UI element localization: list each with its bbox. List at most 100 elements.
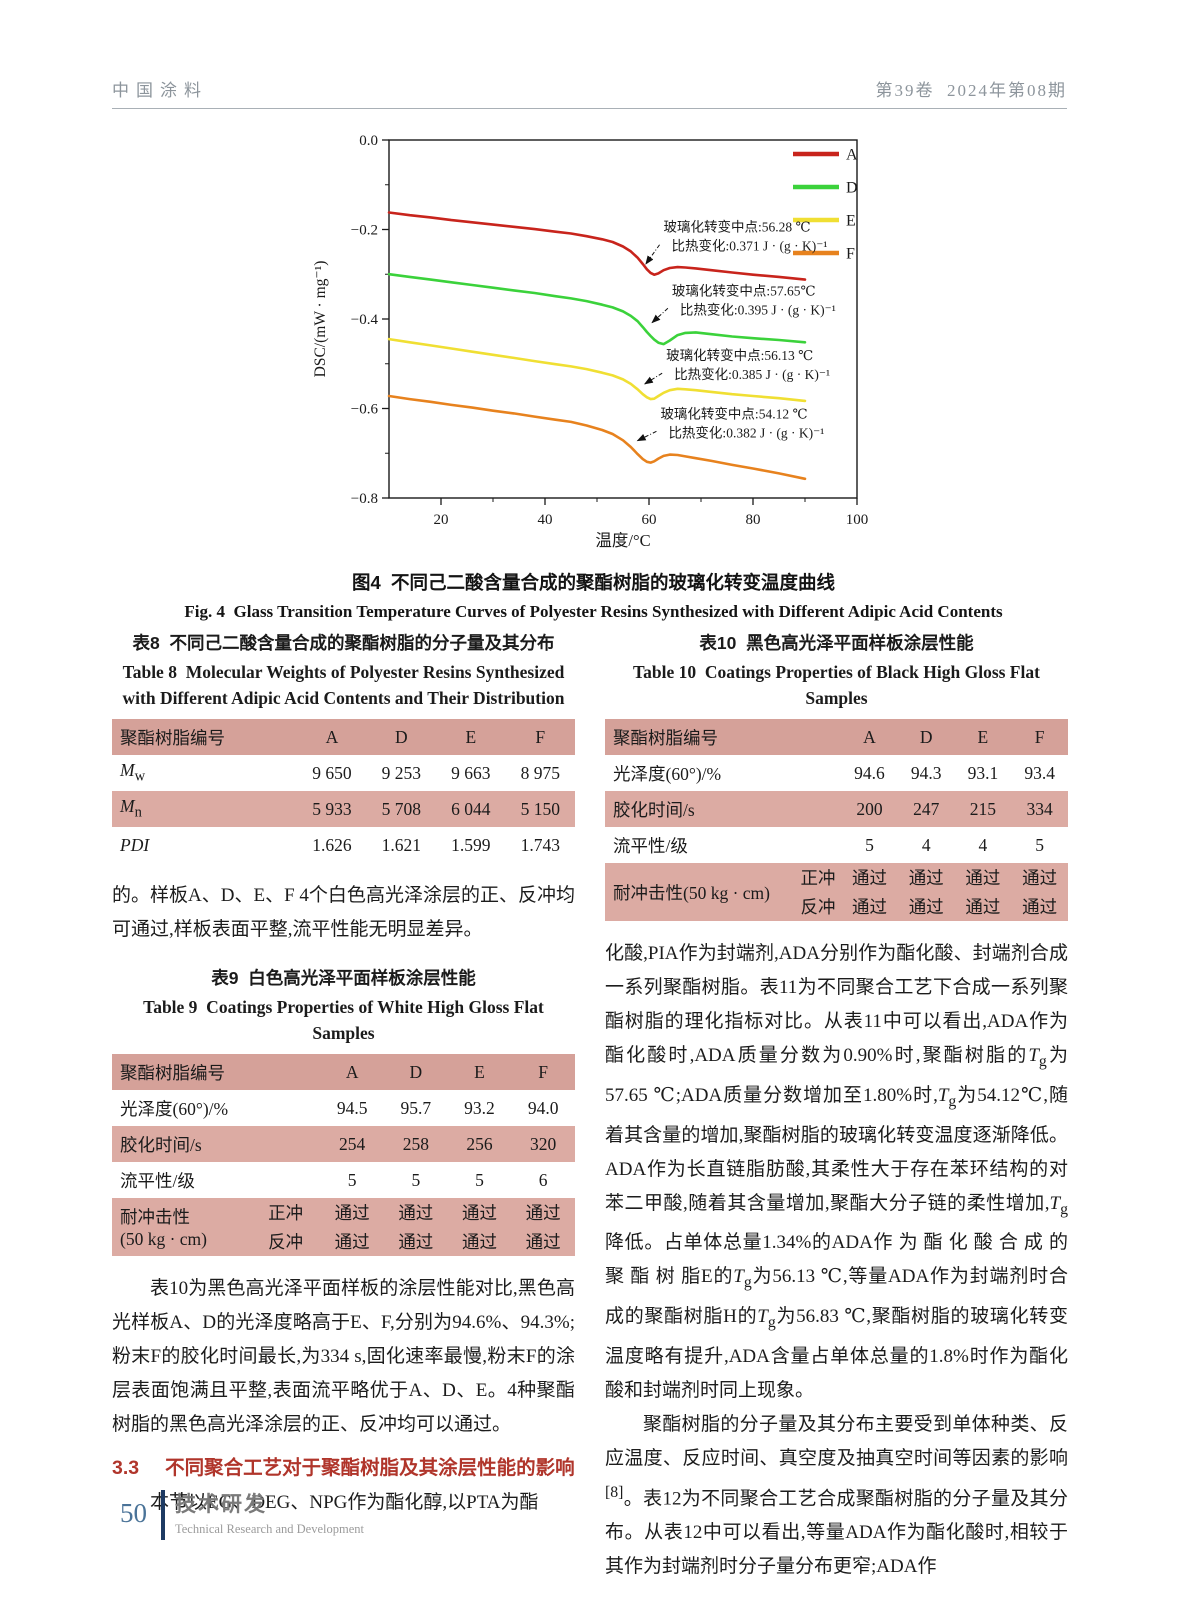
left-column: 表8 不同己二酸含量合成的聚酯树脂的分子量及其分布 Table 8 Molecu…	[112, 628, 575, 1584]
row-label: PDI	[120, 834, 150, 855]
value-cell: 通过	[1011, 892, 1068, 921]
table-row: Mn 5 933 5 708 6 044 5 150	[112, 791, 575, 827]
series-A	[387, 211, 807, 281]
value-cell: 1.621	[381, 834, 422, 855]
value-cell: 94.6	[854, 762, 885, 783]
value-cell: 9 253	[381, 762, 422, 783]
table-row: 反冲 通过 通过 通过 通过	[112, 1227, 575, 1256]
row-label: 胶化时间/s	[605, 791, 842, 827]
y-axis-label: DSC/(mW · mg⁻¹)	[312, 261, 329, 378]
y-tick-label: −0.8	[351, 491, 378, 507]
table8-title-zh: 表8 不同己二酸含量合成的聚酯树脂的分子量及其分布	[132, 633, 555, 653]
annotation-2-arrow	[651, 307, 669, 324]
value-cell: 通过	[511, 1198, 575, 1227]
value-cell: 4	[921, 834, 931, 855]
value-cell: 215	[954, 791, 1012, 827]
journal-name: 中国涂料	[112, 81, 208, 100]
value-cell: 5	[347, 1169, 357, 1190]
x-axis-label: 温度/°C	[595, 531, 650, 550]
value-cell: 1.743	[520, 834, 560, 855]
legend-label-D: D	[846, 180, 858, 197]
row-label: 流平性/级	[613, 835, 688, 856]
value-cell: 334	[1011, 791, 1068, 827]
value-cell: 6	[538, 1169, 548, 1190]
value-cell: 通过	[383, 1198, 448, 1227]
footer-section-en: Technical Research and Development	[175, 1522, 364, 1536]
table-row: 流平性/级 5 5 5 6	[112, 1162, 575, 1198]
table-10-black-coatings: 聚酯树脂编号 A D E F 光泽度(60°)/% 94.6 94.3 93.1 93.4 胶化时间…	[605, 719, 1068, 921]
right-paragraph-1: 化酸,PIA作为封端剂,ADA分别作为酯化酸、封端剂合成一系列聚酯树脂。表11为…	[605, 943, 1068, 1401]
sub-row-label: 反冲	[250, 1227, 321, 1256]
value-cell: 通过	[897, 892, 955, 921]
page-header: 中国涂料 第39卷 2024年第08期	[112, 76, 1067, 109]
value-cell: 通过	[383, 1227, 448, 1256]
column-header: D	[366, 719, 437, 755]
value-cell: 95.7	[400, 1097, 432, 1118]
table-row: 聚酯树脂编号 A D E F	[605, 719, 1068, 755]
annotation-3-line1: 玻璃化转变中点:56.13 ℃	[666, 347, 813, 363]
table10-title-en: Table 10 Coatings Properties of Black Hi…	[633, 662, 1045, 708]
annotation-2-line1: 玻璃化转变中点:57.65℃	[672, 282, 816, 298]
table-row: 光泽度(60°)/% 94.6 94.3 93.1 93.4	[605, 755, 1068, 791]
column-header: 聚酯树脂编号	[112, 719, 298, 755]
column-header: E	[447, 1054, 512, 1090]
column-header: 聚酯树脂编号	[605, 719, 842, 755]
section-number: 3.3	[112, 1457, 140, 1479]
value-cell: 通过	[320, 1227, 384, 1256]
table-row: 胶化时间/s 254 258 256 320	[112, 1126, 575, 1162]
value-cell: 5 150	[505, 791, 575, 827]
column-header: E	[436, 719, 506, 755]
annotation-1-arrow	[645, 244, 660, 265]
value-cell: 247	[897, 791, 955, 827]
table-row: Mw 9 650 9 253 9 663 8 975	[112, 755, 575, 791]
series-F	[387, 394, 807, 481]
legend-label-A: A	[846, 147, 858, 164]
value-cell: 94.3	[910, 762, 942, 783]
row-label: 流平性/级	[120, 1170, 195, 1191]
column-header: E	[954, 719, 1012, 755]
left-paragraph-1: 的。样板A、D、E、F 4个白色高光泽涂层的正、反冲均可通过,样板表面平整,流平…	[112, 885, 575, 940]
left-paragraph-3: 本节以EG、DEG、NPG作为酯化醇,以PTA为酯	[150, 1492, 539, 1513]
table-row: 胶化时间/s 200 247 215 334	[605, 791, 1068, 827]
value-cell: 通过	[447, 1227, 512, 1256]
right-paragraph-2: 聚酯树脂的分子量及其分布主要受到单体种类、反应温度、反应时间、真空度及抽真空时间…	[605, 1413, 1068, 1578]
y-tick-label: −0.2	[351, 223, 378, 239]
plot-box	[388, 139, 858, 499]
section-heading-3-3: 3.3 不同聚合工艺对于聚酯树脂及其涂层性能的影响	[112, 1450, 575, 1486]
sub-row-label: 正冲	[794, 863, 842, 892]
column-header: F	[1011, 719, 1068, 755]
value-cell: 5	[475, 1169, 484, 1190]
figure-4: 20 40 60 80 100 0.0 −0.2 −0.4 −0.6 −0.8 温度/°C DSC/(…	[0, 124, 1187, 622]
table-row: PDI 1.626 1.621 1.599 1.743	[112, 827, 575, 863]
value-cell: 通过	[954, 863, 1012, 892]
value-cell: 93.4	[1024, 762, 1055, 783]
value-cell: 通过	[447, 1198, 512, 1227]
x-tick-label: 20	[434, 512, 449, 528]
series-E	[387, 337, 807, 403]
column-header: D	[897, 719, 955, 755]
section-title: 不同聚合工艺对于聚酯树脂及其涂层性能的影响	[165, 1457, 575, 1479]
column-header: 聚酯树脂编号	[112, 1054, 321, 1090]
footer-section: 技术研发 Technical Research and Development	[175, 1488, 364, 1537]
value-cell: 93.1	[967, 762, 999, 783]
figure-caption-zh: 图4 不同己二酸含量合成的聚酯树脂的玻璃化转变温度曲线	[351, 572, 836, 593]
row-label: Mn	[112, 791, 298, 827]
row-label: 耐冲击性(50 kg · cm)	[605, 863, 795, 921]
sub-row-label: 正冲	[250, 1198, 321, 1227]
y-tick-label: −0.4	[351, 312, 379, 328]
value-cell: 94.5	[336, 1097, 368, 1118]
value-cell: 通过	[841, 892, 898, 921]
table8-title-en: Table 8 Molecular Weights of Polyester R…	[122, 662, 569, 708]
table-8-molecular-weights: 聚酯树脂编号 A D E F Mw 9 650 9 253 9 663 8 975 Mn 5 933 5…	[112, 719, 575, 863]
annotation-1-line2: 比热变化:0.371 J · (g · K)⁻¹	[672, 239, 828, 254]
two-column-body: 表8 不同己二酸含量合成的聚酯树脂的分子量及其分布 Table 8 Molecu…	[112, 628, 1069, 1584]
series-D	[387, 272, 807, 346]
table-row: 耐冲击性(50 kg · cm)正冲通过通过通过通过	[112, 1198, 575, 1256]
figure-caption-en: Fig. 4 Glass Transition Temperature Curv…	[184, 602, 1003, 621]
table-row: 聚酯树脂编号 A D E F	[112, 719, 575, 755]
value-cell: 258	[383, 1126, 448, 1162]
table-row: 反冲 通过 通过 通过 通过	[605, 892, 1068, 921]
annotation-4-arrow	[636, 430, 657, 442]
value-cell: 5	[865, 834, 874, 855]
annotation-2-line2: 比热变化:0.395 J · (g · K)⁻¹	[680, 302, 836, 317]
